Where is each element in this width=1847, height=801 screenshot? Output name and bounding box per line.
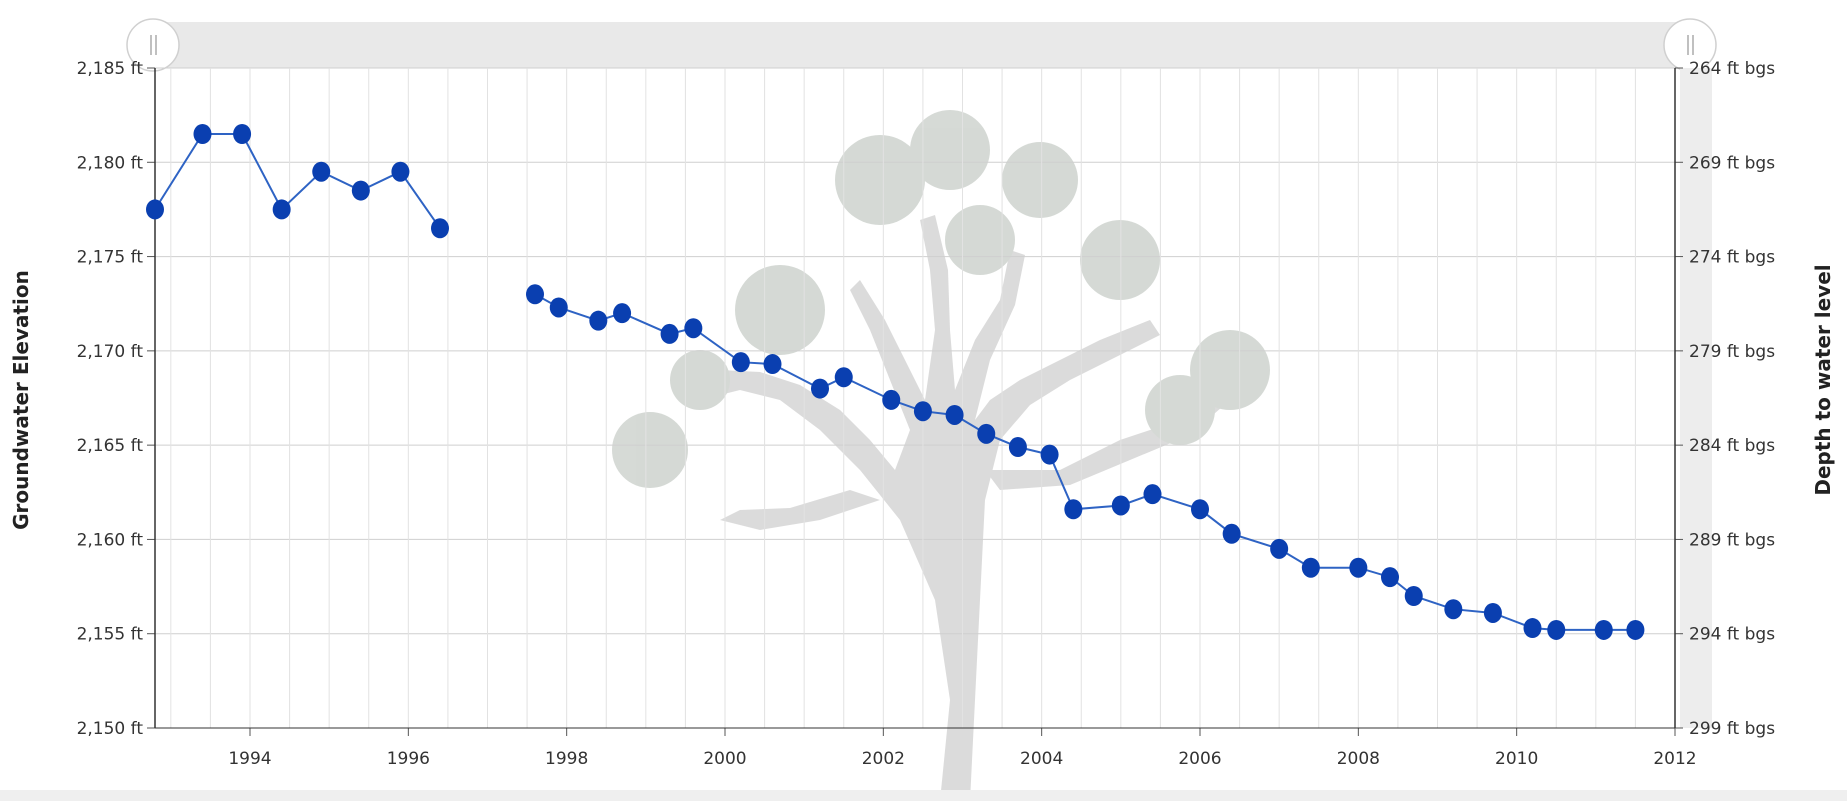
bottom-navigator-strip[interactable] xyxy=(0,790,1847,801)
y-tick-label-left: 2,185 ft xyxy=(77,59,144,79)
data-point[interactable] xyxy=(526,284,544,305)
x-tick-label: 1996 xyxy=(387,749,430,769)
data-point[interactable] xyxy=(977,423,996,444)
data-point[interactable] xyxy=(882,389,901,410)
data-point[interactable] xyxy=(146,199,164,220)
x-tick-label: 2008 xyxy=(1337,749,1380,769)
grid-layer xyxy=(155,67,1676,729)
x-tick-label: 2012 xyxy=(1653,749,1696,769)
data-point[interactable] xyxy=(1594,619,1613,640)
data-point[interactable] xyxy=(549,297,568,318)
x-tick-label: 2004 xyxy=(1020,749,1063,769)
data-point[interactable] xyxy=(1008,437,1027,458)
y-tick-label-right: 284 ft bgs xyxy=(1689,436,1775,456)
y-tick-label-left: 2,175 ft xyxy=(77,248,144,268)
y-tick-label-left: 2,160 ft xyxy=(77,530,144,550)
data-point[interactable] xyxy=(1111,495,1130,516)
data-point[interactable] xyxy=(613,303,632,324)
series-layer xyxy=(146,124,1645,640)
navigator-handle-left[interactable] xyxy=(126,18,180,72)
navigator-bar[interactable] xyxy=(150,22,1695,68)
vertical-scroll-strip[interactable] xyxy=(1680,68,1712,728)
data-point[interactable] xyxy=(1483,602,1502,623)
data-point[interactable] xyxy=(1547,619,1566,640)
series-line xyxy=(154,133,441,229)
y-tick-label-right: 279 ft bgs xyxy=(1689,342,1775,362)
data-point[interactable] xyxy=(1523,618,1542,639)
data-point[interactable] xyxy=(1222,523,1241,544)
tree-watermark xyxy=(612,110,1270,801)
y-tick-label-right: 294 ft bgs xyxy=(1689,625,1775,645)
data-point[interactable] xyxy=(312,161,331,182)
y-tick-label-right: 269 ft bgs xyxy=(1689,153,1775,173)
data-point[interactable] xyxy=(391,161,410,182)
data-point[interactable] xyxy=(1444,599,1463,620)
y-tick-label-right: 264 ft bgs xyxy=(1689,59,1775,79)
x-tick-label: 2006 xyxy=(1178,749,1221,769)
data-point[interactable] xyxy=(1270,538,1289,559)
right-axis-title: Depth to water level xyxy=(1811,264,1835,495)
data-point[interactable] xyxy=(945,404,964,425)
data-point[interactable] xyxy=(834,367,853,388)
y-tick-label-left: 2,180 ft xyxy=(77,153,144,173)
x-tick-label: 1998 xyxy=(545,749,588,769)
data-point[interactable] xyxy=(763,354,782,375)
y-tick-label-left: 2,155 ft xyxy=(77,625,144,645)
data-point[interactable] xyxy=(1143,484,1162,505)
y-tick-label-left: 2,170 ft xyxy=(77,342,144,362)
axes-layer xyxy=(147,67,1683,736)
data-point[interactable] xyxy=(1040,444,1059,465)
data-point[interactable] xyxy=(233,124,252,144)
data-point[interactable] xyxy=(913,401,932,422)
x-tick-label: 2002 xyxy=(862,749,905,769)
y-tick-label-right: 289 ft bgs xyxy=(1689,530,1775,550)
data-point[interactable] xyxy=(193,124,212,144)
data-point[interactable] xyxy=(1381,567,1399,588)
data-point[interactable] xyxy=(1404,586,1423,606)
data-point[interactable] xyxy=(431,218,449,239)
data-point[interactable] xyxy=(351,180,370,201)
data-point[interactable] xyxy=(1349,557,1368,578)
y-tick-label-left: 2,150 ft xyxy=(77,719,144,739)
y-tick-label-left: 2,165 ft xyxy=(77,436,144,456)
data-point[interactable] xyxy=(1626,619,1645,640)
data-point[interactable] xyxy=(731,352,750,373)
data-point[interactable] xyxy=(272,199,291,220)
data-point[interactable] xyxy=(1191,499,1209,520)
x-tick-label: 1994 xyxy=(228,749,271,769)
data-point[interactable] xyxy=(589,310,608,331)
data-point[interactable] xyxy=(660,323,679,344)
x-tick-label: 2000 xyxy=(703,749,746,769)
data-point[interactable] xyxy=(1301,557,1320,578)
x-tick-label: 2010 xyxy=(1495,749,1538,769)
y-tick-label-right: 274 ft bgs xyxy=(1689,248,1775,268)
y-tick-label-right: 299 ft bgs xyxy=(1689,719,1775,739)
labels-layer: 2,150 ft 2,155 ft 2,160 ft 2,165 ft 2,170 ft… xyxy=(77,59,1776,769)
data-point[interactable] xyxy=(684,318,703,339)
data-point[interactable] xyxy=(811,378,829,399)
left-axis-title: Groundwater Elevation xyxy=(9,270,33,530)
data-point[interactable] xyxy=(1064,499,1083,520)
